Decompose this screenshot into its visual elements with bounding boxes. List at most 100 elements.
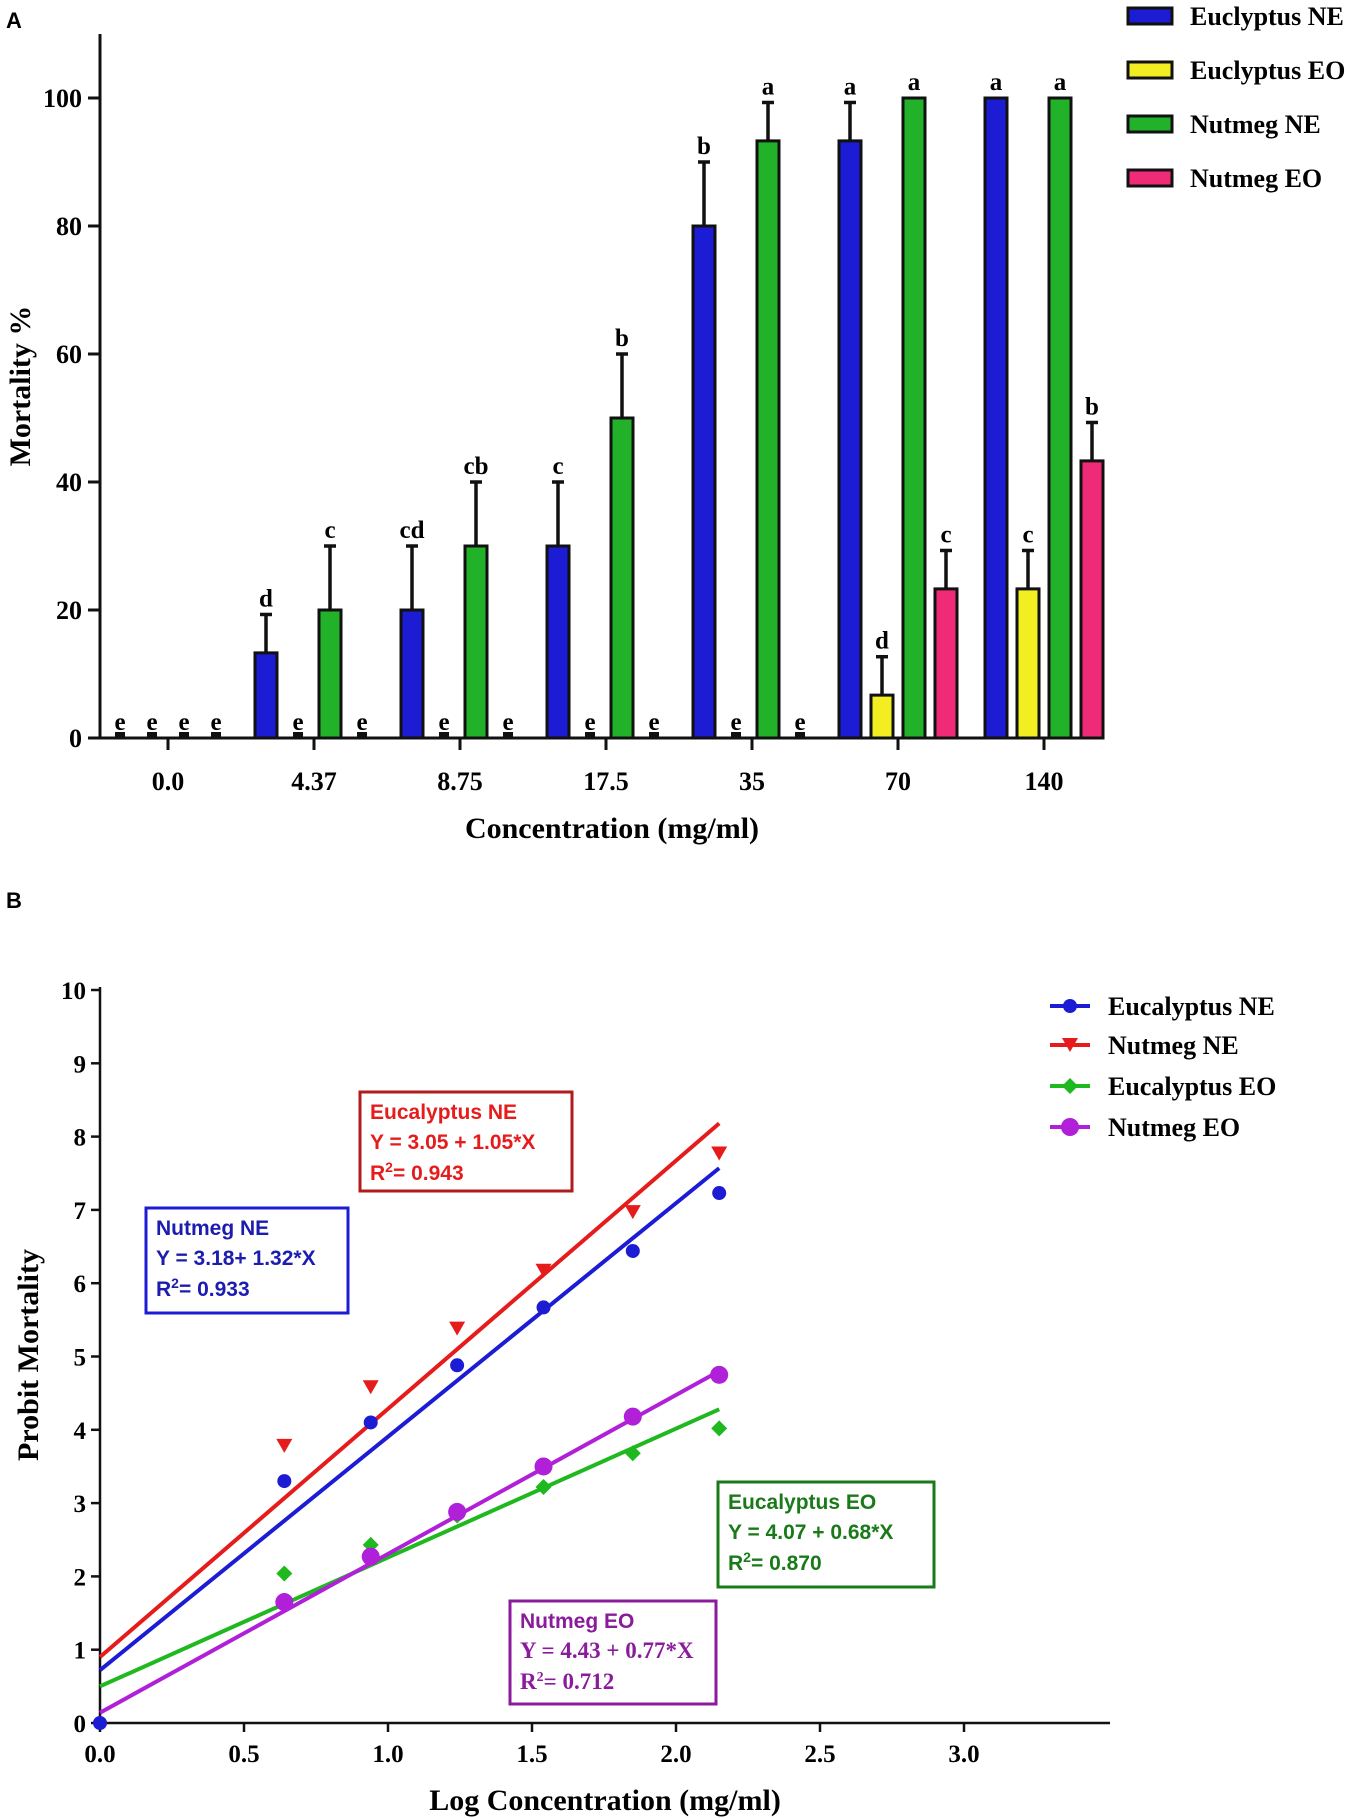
b-data-point	[450, 1358, 465, 1373]
b-data-point	[276, 1438, 293, 1453]
a-legend-swatch	[1126, 114, 1174, 134]
b-data-point	[535, 1478, 552, 1495]
a-legend-swatch	[1126, 168, 1174, 188]
b-y-tick-label: 7	[74, 1198, 87, 1225]
b-data-point	[625, 1243, 640, 1258]
a-x-tick-label: 17.5	[583, 767, 629, 796]
a-significance-letter: b	[1085, 393, 1099, 420]
b-annotation-equation: Y = 3.18+ 1.32*X	[156, 1247, 316, 1270]
r2-value: = 0.870	[751, 1552, 822, 1575]
b-data-point	[536, 1300, 551, 1315]
b-annotation-title: Nutmeg NE	[156, 1217, 269, 1240]
b-y-tick-label: 9	[74, 1051, 87, 1078]
b-data-point	[624, 1445, 641, 1462]
b-data-point	[623, 1407, 642, 1426]
b-data-point	[534, 1457, 553, 1476]
b-fit-line	[98, 1121, 721, 1659]
b-x-tick-label: 1.0	[372, 1741, 403, 1768]
b-data-point	[448, 1502, 467, 1521]
b-data-point	[624, 1205, 641, 1220]
a-bar	[1079, 459, 1105, 740]
a-bar	[545, 544, 571, 740]
panel-b: B 0 1 2 3 4 5 6 7 8 9 10 0.0 0.5 1.0 1.5 2.0 2.5 3.0 Euc…	[6, 888, 1276, 1817]
r-squared-superscript: 2	[537, 1670, 544, 1685]
a-bar-zero	[179, 732, 189, 738]
a-bar	[399, 608, 425, 740]
a-legend-swatch	[1126, 6, 1174, 26]
a-x-tick-label: 140	[1025, 767, 1064, 796]
a-significance-letter: e	[146, 709, 157, 736]
b-x-tick-label: 3.0	[948, 1741, 979, 1768]
r-symbol: R	[370, 1162, 385, 1185]
b-annotation-box	[716, 1480, 936, 1589]
a-x-tick-label: 35	[739, 767, 765, 796]
a-bar	[1047, 96, 1073, 740]
a-bar	[869, 693, 895, 740]
panel-a-y-label: Mortality %	[4, 306, 37, 467]
a-bar	[901, 96, 927, 740]
b-data-point	[711, 1420, 728, 1437]
r-symbol: R	[520, 1669, 537, 1694]
a-significance-letter: e	[178, 709, 189, 736]
panel-b-label: B	[6, 888, 22, 913]
b-annotation-box	[358, 1090, 574, 1193]
a-bar-zero	[439, 732, 449, 738]
b-legend-label: Eucalyptus NE	[1108, 992, 1275, 1021]
a-bar	[933, 587, 959, 740]
r-symbol: R	[728, 1552, 743, 1575]
a-significance-letter: a	[844, 73, 857, 100]
r-squared-superscript: 2	[743, 1549, 751, 1565]
a-bar-zero	[357, 732, 367, 738]
panel-b-y-label: Probit Mortality	[12, 1249, 45, 1461]
a-significance-letter: cd	[400, 517, 425, 544]
a-significance-letter: b	[697, 133, 711, 160]
a-significance-letter: e	[114, 709, 125, 736]
a-y-tick-label: 80	[56, 212, 82, 241]
b-annotation-title: Eucalyptus EO	[728, 1491, 876, 1514]
r-squared-superscript: 2	[385, 1159, 393, 1175]
a-significance-letter: d	[259, 585, 273, 612]
a-bar	[317, 608, 343, 740]
a-bar	[463, 544, 489, 740]
b-annotation-r2: R2= 0.933	[156, 1275, 250, 1301]
b-y-tick-label: 4	[74, 1418, 87, 1445]
b-y-tick-label: 5	[74, 1345, 87, 1372]
panel-a-label: A	[6, 8, 22, 33]
a-significance-letter: e	[730, 709, 741, 736]
b-x-tick-label: 2.0	[660, 1741, 691, 1768]
a-significance-letter: e	[438, 709, 449, 736]
b-annotation-equation: Y = 4.43 + 0.77*X	[520, 1638, 694, 1663]
a-legend-label: Euclyptus NE	[1190, 2, 1344, 31]
b-fit-line	[99, 1407, 721, 1689]
a-legend-label: Euclyptus EO	[1190, 56, 1345, 85]
r2-value: = 0.943	[393, 1162, 464, 1185]
b-y-tick-label: 2	[74, 1564, 87, 1591]
b-annotation-box	[144, 1206, 350, 1315]
a-significance-letter: c	[1022, 521, 1033, 548]
a-significance-letter: c	[940, 521, 951, 548]
a-x-tick-label: 4.37	[291, 767, 337, 796]
a-significance-letter: e	[794, 709, 805, 736]
b-annotation-box	[508, 1599, 718, 1706]
a-legend-label: Nutmeg NE	[1190, 110, 1321, 139]
a-y-tick-label: 60	[56, 340, 82, 369]
b-fit-line	[99, 1369, 721, 1715]
a-significance-letter: e	[502, 709, 513, 736]
a-significance-letter: a	[908, 69, 921, 96]
a-y-tick-label: 20	[56, 596, 82, 625]
a-significance-letter: d	[875, 628, 889, 655]
a-bar-zero	[731, 732, 741, 738]
a-y-tick-label: 0	[69, 724, 82, 753]
b-data-point	[275, 1593, 294, 1612]
a-significance-letter: a	[990, 69, 1003, 96]
a-significance-letter: cb	[464, 453, 489, 480]
r2-value: = 0.712	[544, 1669, 615, 1694]
r-squared-superscript: 2	[171, 1275, 179, 1291]
a-bar-zero	[147, 732, 157, 738]
b-annotation-r2: R2= 0.712	[520, 1669, 614, 1694]
b-data-point	[1062, 1078, 1078, 1094]
a-bar	[983, 96, 1009, 740]
b-data-point	[362, 1380, 379, 1395]
